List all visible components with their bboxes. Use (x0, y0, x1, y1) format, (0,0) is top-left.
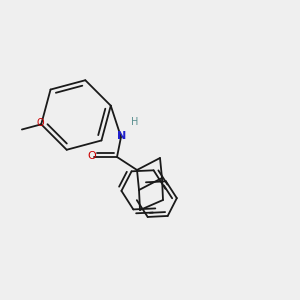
Text: O: O (36, 118, 44, 128)
Text: O: O (88, 151, 96, 161)
Text: N: N (117, 131, 127, 141)
Text: H: H (131, 117, 139, 127)
